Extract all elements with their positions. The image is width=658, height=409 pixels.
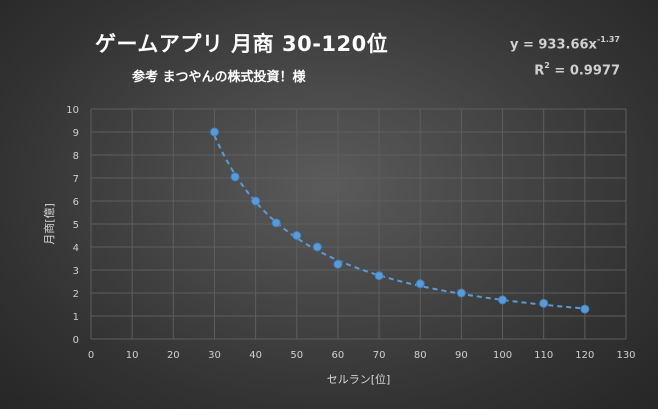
x-tick-label: 70 [373,350,386,361]
y-tick-label: 9 [73,128,79,139]
x-tick-label: 20 [167,350,180,361]
r2-value: = 0.9977 [549,63,620,79]
data-point [374,271,384,281]
y-axis-tick-labels: 0 1 2 3 4 5 6 7 8 9 10 [66,105,79,346]
trendline-equation: y = 933.66x-1.37 [510,30,620,56]
data-point [292,231,302,240]
data-point [230,172,240,182]
x-tick-label: 120 [575,350,594,361]
trendline [213,135,585,310]
data-point [415,279,425,289]
data-point [580,304,590,314]
y-tick-label: 1 [73,312,79,323]
equation-exponent: -1.37 [596,35,620,44]
x-tick-label: 130 [616,350,635,361]
y-tick-label: 0 [73,335,79,346]
x-tick-label: 10 [126,350,139,361]
x-tick-label: 90 [455,350,468,361]
trendline-equation-box: y = 933.66x-1.37 R2 = 0.9977 [510,30,620,83]
trendline-r2: R2 = 0.9977 [510,56,620,82]
y-tick-label: 2 [73,289,79,300]
x-tick-label: 30 [208,350,221,361]
y-tick-label: 4 [73,243,79,254]
trendline-layer [213,135,585,310]
y-tick-label: 10 [66,105,79,116]
x-tick-label: 50 [290,350,303,361]
data-point [312,242,322,252]
data-point [456,288,466,298]
x-tick-label: 100 [493,350,512,361]
r2-label: R [534,63,545,79]
y-tick-label: 3 [73,266,79,277]
chart-title: ゲームアプリ 月商 30-120位 [95,32,389,56]
data-point [333,259,343,269]
data-point [271,218,281,228]
y-tick-label: 7 [73,174,79,185]
y-tick-label: 6 [73,197,79,208]
x-tick-label: 60 [332,350,345,361]
x-tick-label: 80 [414,350,427,361]
r2-superscript: 2 [544,61,550,71]
grid-lines [90,108,627,340]
equation-text: y = 933.66x [509,37,597,53]
data-point [251,196,261,206]
data-point [539,298,549,308]
x-axis-title: セルラン[位] [327,372,391,386]
x-tick-label: 110 [534,350,553,361]
data-point [498,295,508,305]
data-points [209,127,590,314]
y-tick-label: 5 [73,220,79,231]
x-tick-label: 0 [88,350,94,361]
y-tick-label: 8 [73,151,79,162]
x-axis-tick-labels: 0 10 20 30 40 50 60 70 80 90 100 110 120 130 [88,350,636,361]
y-axis-title: 月商[億] [42,203,56,245]
chart-subtitle: 参考 まつやんの株式投資！様 [132,70,306,85]
data-point [209,127,219,137]
x-tick-label: 40 [249,350,262,361]
